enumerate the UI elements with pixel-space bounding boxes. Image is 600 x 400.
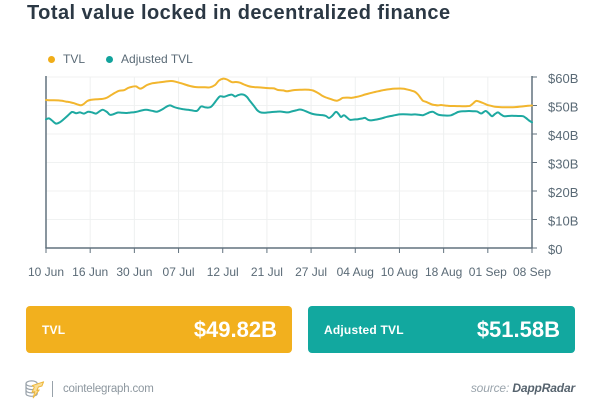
svg-text:07 Jul: 07 Jul — [163, 265, 195, 279]
svg-text:$20B: $20B — [548, 185, 578, 200]
svg-text:04 Aug: 04 Aug — [337, 265, 374, 279]
svg-text:$10B: $10B — [548, 214, 578, 229]
svg-text:$60B: $60B — [548, 71, 578, 86]
svg-text:18 Aug: 18 Aug — [425, 265, 462, 279]
svg-text:21 Jul: 21 Jul — [251, 265, 283, 279]
svg-text:30 Jun: 30 Jun — [116, 265, 152, 279]
svg-text:10 Jun: 10 Jun — [28, 265, 64, 279]
svg-text:27 Jul: 27 Jul — [295, 265, 327, 279]
svg-text:$0: $0 — [548, 242, 562, 257]
svg-text:01 Sep: 01 Sep — [469, 265, 507, 279]
svg-text:$40B: $40B — [548, 128, 578, 143]
svg-text:12 Jul: 12 Jul — [207, 265, 239, 279]
svg-text:16 Jun: 16 Jun — [72, 265, 108, 279]
svg-text:$50B: $50B — [548, 100, 578, 115]
svg-text:10 Aug: 10 Aug — [381, 265, 418, 279]
svg-text:$30B: $30B — [548, 157, 578, 172]
svg-text:08 Sep: 08 Sep — [513, 265, 551, 279]
